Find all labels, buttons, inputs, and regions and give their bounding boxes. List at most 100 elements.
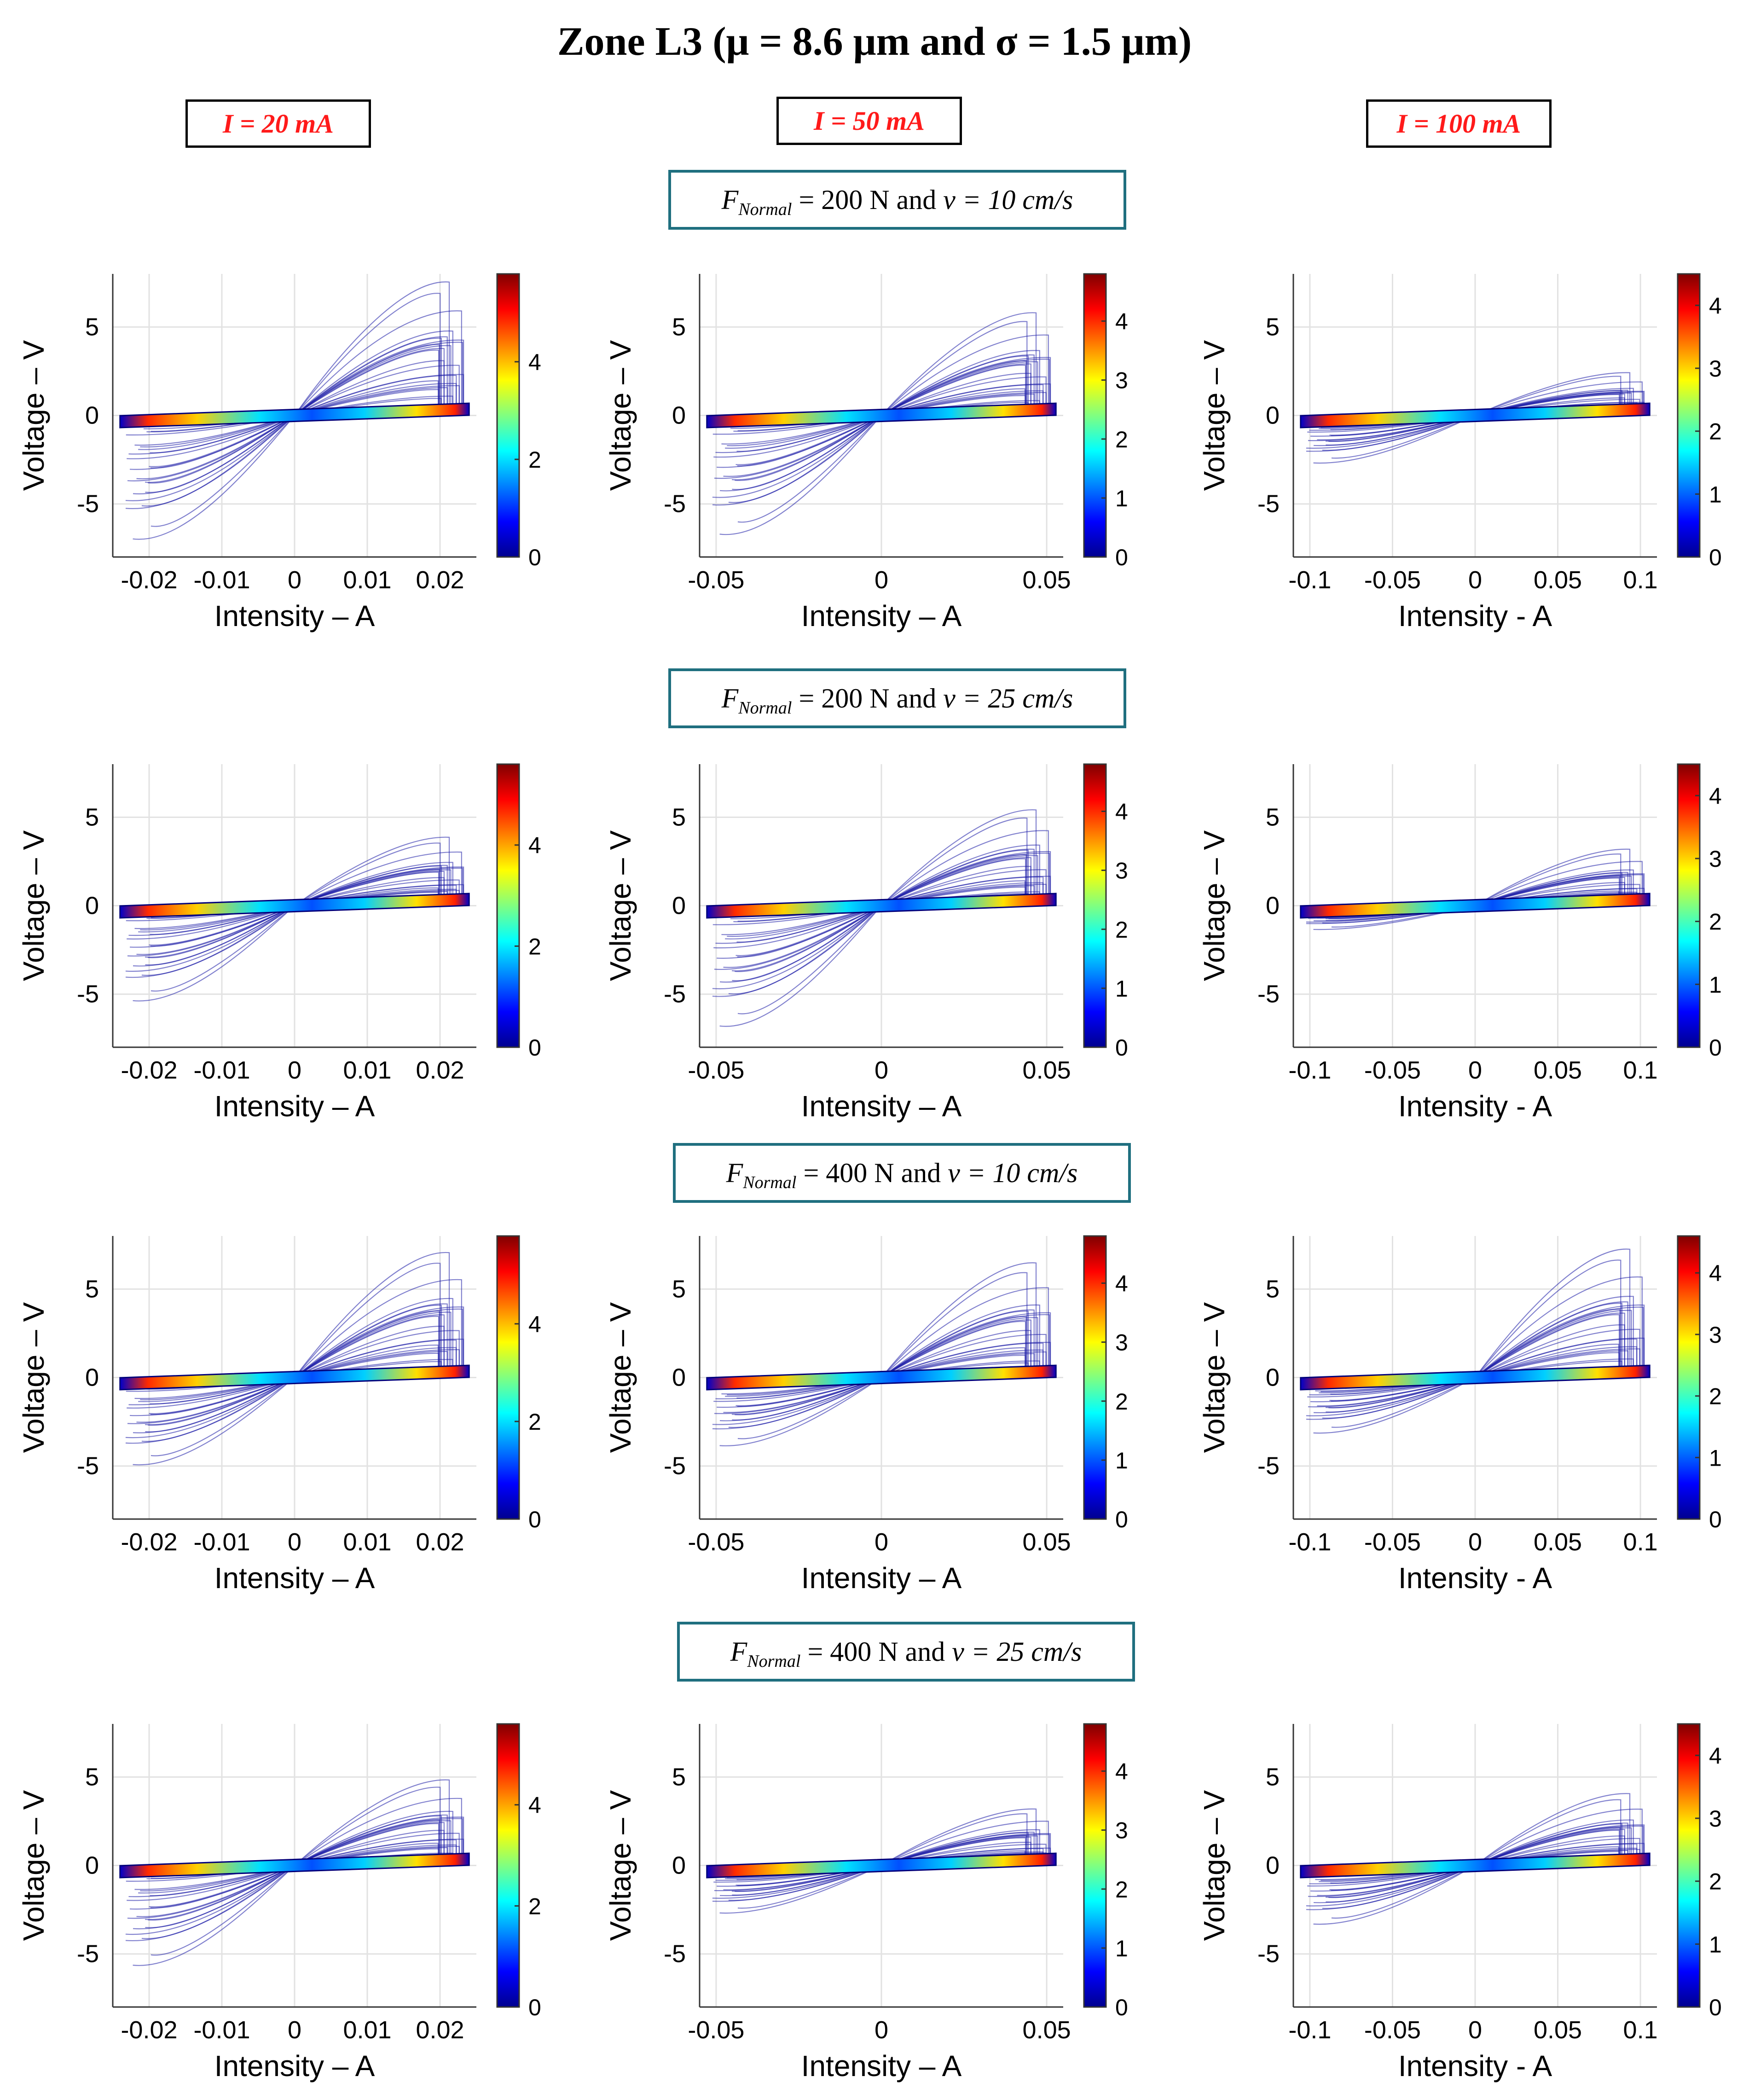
condition-force-symbol: F (726, 1158, 743, 1188)
x-tick-label: -0.05 (1364, 2016, 1421, 2044)
trace-line (712, 1262, 1037, 1425)
x-axis-label: Intensity - A (1398, 1561, 1552, 1595)
x-tick-label: 0 (874, 1528, 888, 1556)
x-axis-label: Intensity – A (214, 599, 375, 632)
colorbar-tick-label: 2 (528, 934, 541, 959)
trace-line (719, 360, 1027, 535)
y-axis-label: Voltage – V (604, 830, 637, 981)
y-tick-label: 0 (672, 402, 686, 429)
condition-and: and (901, 1158, 941, 1188)
x-tick-label: 0.1 (1623, 1528, 1658, 1556)
colorbar-tick-label: 0 (1709, 1507, 1722, 1532)
colorbar-tick-label: 2 (528, 1409, 541, 1435)
colorbar (1083, 273, 1107, 558)
colorbar (1083, 763, 1107, 1048)
colorbar-tick-label: 0 (1709, 1035, 1722, 1061)
chart-panel-3: -0.1 -0.05 0 0.05 0.1 -5 0 5 Intensity - A Voltag… (1198, 273, 1722, 632)
x-axis-label: Intensity – A (801, 1561, 962, 1595)
colorbar-tick-label: 4 (1709, 783, 1722, 809)
trace-line (141, 349, 440, 507)
condition-and: and (905, 1636, 945, 1667)
x-tick-label: -0.1 (1288, 1056, 1331, 1084)
chart-panel-7: -0.02 -0.01 0 0.01 0.02 -5 0 5 Intensity – A Volt… (17, 1235, 541, 1595)
condition-and: and (896, 683, 937, 714)
x-tick-label: 0.05 (1534, 1528, 1582, 1556)
condition-row-2: FNormal = 200 N and v = 25 cm/s (668, 668, 1126, 728)
x-tick-label: 0 (1468, 1528, 1482, 1556)
condition-row-1: FNormal = 200 N and v = 10 cm/s (668, 170, 1126, 230)
chart-panel-2: -0.05 0 0.05 -5 0 5 Intensity – A Voltage – V 0 1… (604, 273, 1128, 632)
x-axis-label: Intensity - A (1398, 1090, 1552, 1123)
condition-and: and (896, 185, 937, 215)
colorbar (496, 1235, 520, 1520)
colorbar-tick-label: 2 (1115, 1877, 1128, 1903)
y-tick-label: -5 (1257, 1452, 1280, 1480)
density-band (119, 1852, 470, 1879)
density-band (119, 1364, 470, 1391)
colorbar-tick-label: 2 (1115, 427, 1128, 452)
colorbar (1677, 1235, 1701, 1520)
trace-line (129, 337, 442, 470)
condition-velocity: v = 25 cm/s (952, 1636, 1082, 1667)
chart-panel-4: -0.02 -0.01 0 0.01 0.02 -5 0 5 Intensity – A Volt… (17, 763, 541, 1123)
y-axis-label: Voltage – V (17, 830, 50, 981)
trace-line (728, 858, 1026, 995)
colorbar-tick-label: 4 (1115, 1271, 1128, 1297)
y-tick-label: 0 (1266, 1852, 1280, 1880)
x-tick-label: 0 (1468, 566, 1482, 594)
x-tick-label: 0.05 (1023, 1056, 1071, 1084)
colorbar-tick-label: 1 (1709, 1932, 1722, 1957)
y-tick-label: 0 (1266, 892, 1280, 920)
colorbar-tick-label: 0 (1115, 1995, 1128, 2020)
y-tick-label: 5 (1266, 1763, 1280, 1791)
x-tick-label: 0.02 (416, 566, 464, 594)
x-tick-label: 0 (1468, 1056, 1482, 1084)
x-tick-label: -0.02 (121, 566, 177, 594)
x-axis-label: Intensity – A (214, 1090, 375, 1123)
y-tick-label: 5 (672, 313, 686, 341)
x-tick-label: -0.01 (193, 566, 250, 594)
y-tick-label: -5 (664, 490, 686, 518)
y-tick-label: -5 (77, 490, 99, 518)
y-tick-label: 5 (1266, 1275, 1280, 1303)
y-tick-label: 5 (1266, 313, 1280, 341)
chart-panel-9: -0.1 -0.05 0 0.05 0.1 -5 0 5 Intensity - A Voltag… (1198, 1235, 1722, 1595)
colorbar-tick-label: 4 (1709, 1743, 1722, 1769)
y-tick-label: 5 (672, 1763, 686, 1791)
x-tick-label: 0.05 (1023, 566, 1071, 594)
current-label-100ma: I = 100 mA (1366, 99, 1552, 148)
colorbar-tick-label: 2 (528, 447, 541, 473)
x-tick-label: 0.05 (1023, 1528, 1071, 1556)
x-tick-label: 0.01 (343, 1056, 391, 1084)
y-tick-label: 5 (85, 313, 99, 341)
y-axis-label: Voltage – V (604, 340, 637, 491)
condition-force-subscript: Normal (743, 1173, 797, 1192)
y-axis-label: Voltage – V (604, 1302, 637, 1453)
condition-row-3: FNormal = 400 N and v = 10 cm/s (673, 1143, 1131, 1203)
x-tick-label: -0.05 (1364, 1056, 1421, 1084)
condition-force-symbol: F (721, 185, 739, 215)
x-tick-label: 0 (288, 2016, 301, 2044)
colorbar-tick-label: 4 (1115, 309, 1128, 335)
colorbar (1677, 763, 1701, 1048)
colorbar (1083, 1235, 1107, 1520)
colorbar-tick-label: 1 (1709, 1445, 1722, 1471)
density-band (706, 893, 1057, 919)
colorbar-tick-label: 4 (528, 349, 541, 375)
y-tick-label: 5 (672, 803, 686, 831)
density-band (1300, 893, 1651, 919)
x-tick-label: 0 (288, 1528, 301, 1556)
x-axis-label: Intensity – A (214, 2049, 375, 2083)
x-tick-label: 0.02 (416, 1056, 464, 1084)
y-tick-label: -5 (664, 1940, 686, 1968)
condition-force-symbol: F (721, 683, 739, 714)
colorbar-tick-label: 3 (1709, 356, 1722, 382)
colorbar-tick-label: 3 (1709, 846, 1722, 872)
x-tick-label: 0.05 (1534, 566, 1582, 594)
x-axis-label: Intensity – A (801, 599, 962, 632)
colorbar-tick-label: 1 (1709, 481, 1722, 507)
y-tick-label: -5 (1257, 490, 1280, 518)
colorbar-tick-label: 2 (1709, 419, 1722, 445)
trace-line (145, 310, 462, 493)
